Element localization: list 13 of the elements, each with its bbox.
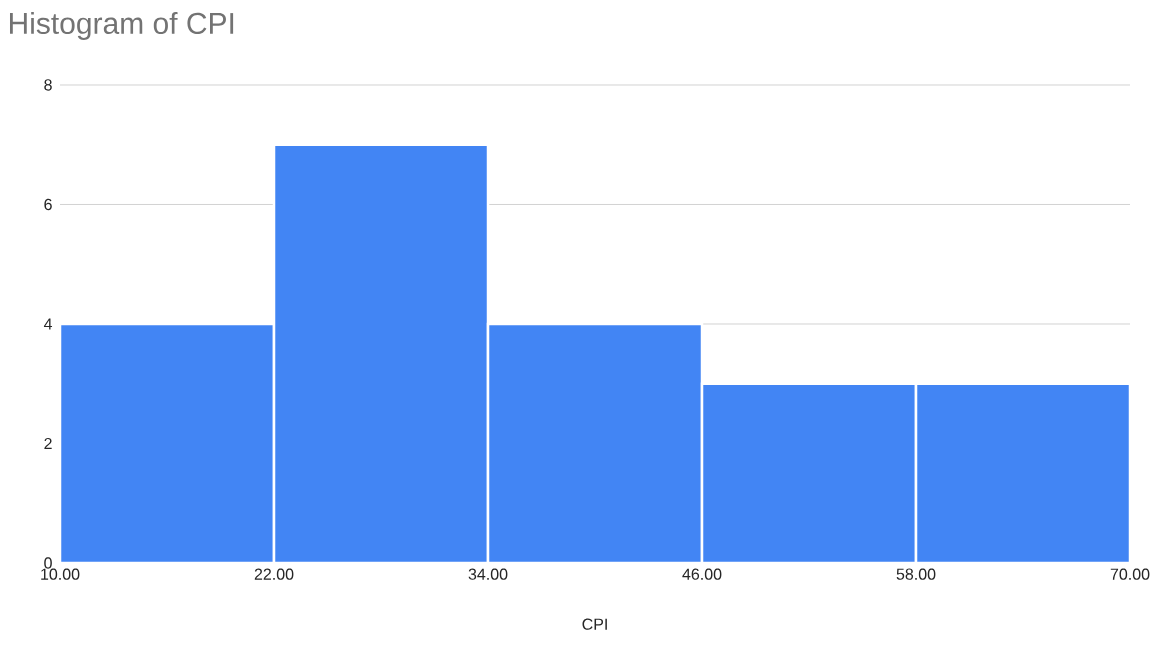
chart-title: Histogram of CPI <box>10 12 234 40</box>
x-tick-label: 58.00 <box>896 568 936 580</box>
y-tick-label: 2 <box>44 437 52 450</box>
x-axis-title: CPI <box>582 618 607 630</box>
x-tick-label: 46.00 <box>682 568 722 580</box>
y-tick-label: 8 <box>44 79 52 91</box>
x-tick-label: 70.00 <box>1110 568 1150 580</box>
y-tick-label: 4 <box>43 318 53 330</box>
x-tick-label: 22.00 <box>254 568 294 580</box>
x-tick-label: 34.00 <box>468 568 508 580</box>
y-tick-label: 0 <box>44 557 52 569</box>
x-tick-label: 10.00 <box>41 568 80 580</box>
y-tick-label: 6 <box>44 198 52 211</box>
